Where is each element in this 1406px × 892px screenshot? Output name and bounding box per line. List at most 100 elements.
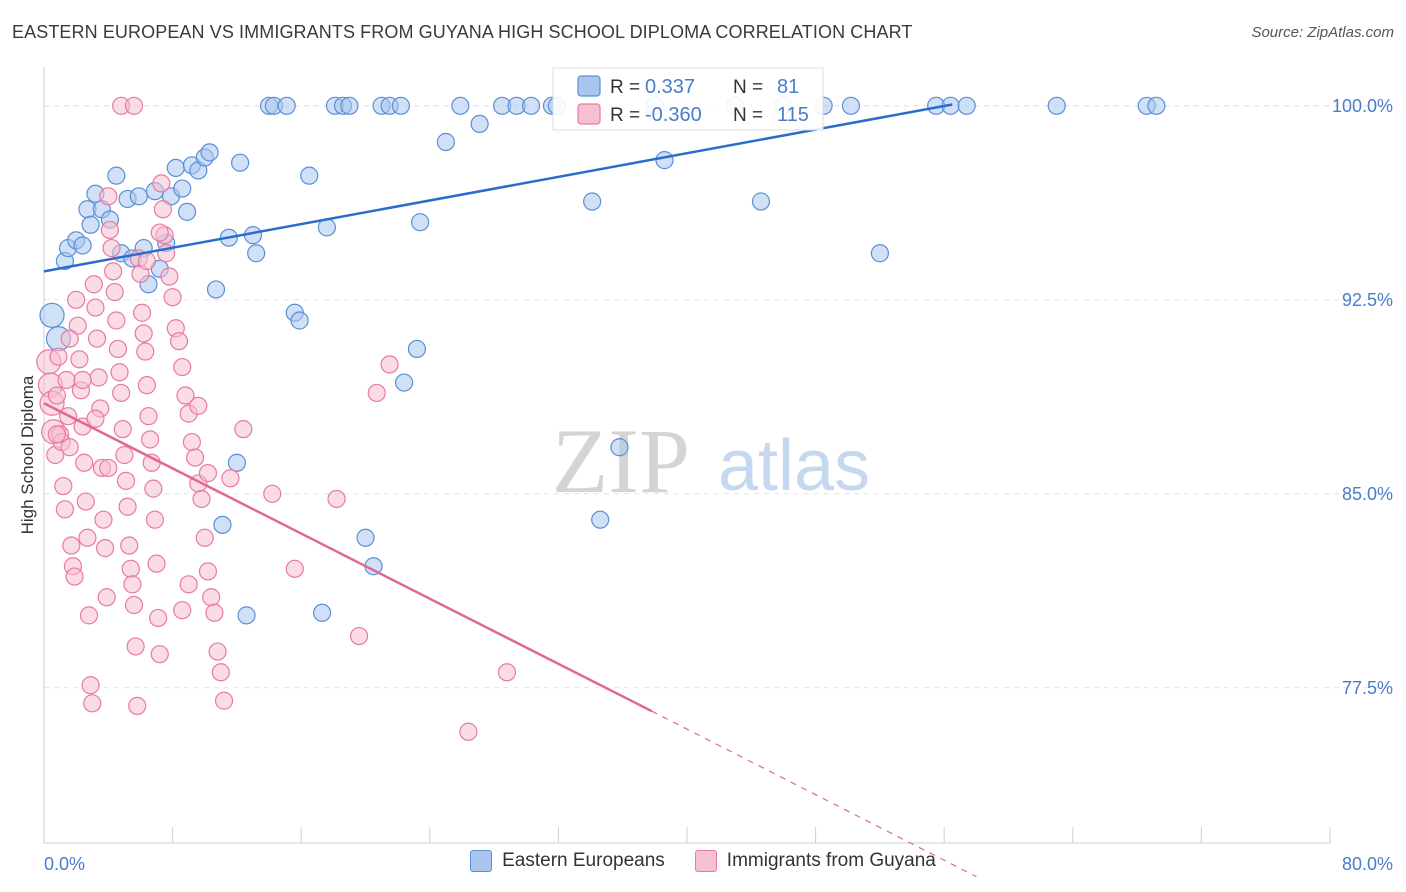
chart-legend: Eastern Europeans Immigrants from Guyana	[0, 850, 1406, 872]
watermark-atlas: atlas	[718, 426, 870, 506]
point-eastern-europeans	[200, 143, 219, 162]
point-eastern-europeans	[312, 603, 332, 622]
point-immigrants-from-guyana	[57, 370, 76, 390]
point-immigrants-from-guyana	[137, 251, 156, 271]
chart-title: EASTERN EUROPEAN VS IMMIGRANTS FROM GUYA…	[12, 22, 913, 42]
point-eastern-europeans	[583, 192, 602, 211]
point-immigrants-from-guyana	[76, 492, 95, 511]
point-immigrants-from-guyana	[182, 432, 201, 452]
legend-box-n-label: N =	[733, 77, 763, 98]
point-immigrants-from-guyana	[55, 500, 74, 519]
point-immigrants-from-guyana	[73, 370, 92, 390]
point-eastern-europeans	[436, 132, 455, 152]
point-eastern-europeans	[394, 373, 414, 392]
trendline-eastern-europeans	[43, 103, 953, 273]
point-immigrants-from-guyana	[104, 262, 123, 281]
point-eastern-europeans	[751, 192, 771, 211]
point-immigrants-from-guyana	[163, 288, 182, 307]
point-immigrants-from-guyana	[179, 575, 198, 594]
point-immigrants-from-guyana	[189, 396, 208, 415]
point-immigrants-from-guyana	[195, 528, 214, 547]
point-eastern-europeans	[129, 187, 148, 206]
point-eastern-europeans	[1147, 96, 1166, 115]
point-immigrants-from-guyana	[94, 510, 113, 529]
point-immigrants-from-guyana	[263, 484, 282, 503]
point-eastern-europeans	[957, 96, 976, 115]
point-eastern-europeans	[247, 244, 266, 263]
point-eastern-europeans	[206, 280, 226, 299]
legend-box-r-value: -0.360	[645, 104, 702, 126]
point-eastern-europeans	[407, 339, 427, 359]
point-immigrants-from-guyana	[65, 567, 84, 586]
point-eastern-europeans	[213, 515, 232, 534]
point-eastern-europeans	[470, 114, 489, 134]
points-layer	[36, 96, 1166, 741]
point-immigrants-from-guyana	[169, 332, 189, 351]
trendline-immigrants-from-guyana-extension	[651, 710, 977, 878]
point-immigrants-from-guyana	[214, 691, 234, 710]
point-eastern-europeans	[841, 96, 861, 115]
point-eastern-europeans	[655, 151, 674, 170]
point-immigrants-from-guyana	[118, 497, 137, 516]
legend-swatch-pink	[694, 850, 717, 872]
legend-box-n-value: 115	[777, 104, 809, 126]
point-immigrants-from-guyana	[87, 329, 107, 348]
y-tick-label: 92.5%	[1342, 290, 1393, 310]
watermark-zip: ZIP	[552, 410, 690, 512]
point-eastern-europeans	[290, 311, 309, 330]
legend-item-eastern-europeans: Eastern Europeans	[470, 850, 665, 872]
point-immigrants-from-guyana	[113, 420, 132, 439]
point-immigrants-from-guyana	[102, 238, 121, 258]
point-eastern-europeans	[277, 96, 296, 115]
point-immigrants-from-guyana	[81, 676, 100, 695]
point-immigrants-from-guyana	[221, 469, 240, 488]
point-immigrants-from-guyana	[95, 539, 115, 558]
point-immigrants-from-guyana	[367, 383, 386, 403]
point-immigrants-from-guyana	[192, 489, 211, 509]
point-immigrants-from-guyana	[327, 489, 346, 509]
point-immigrants-from-guyana	[97, 588, 116, 607]
point-immigrants-from-guyana	[128, 696, 147, 716]
point-immigrants-from-guyana	[83, 694, 102, 713]
point-immigrants-from-guyana	[121, 559, 140, 578]
point-immigrants-from-guyana	[140, 430, 160, 449]
point-eastern-europeans	[81, 215, 100, 234]
point-immigrants-from-guyana	[115, 445, 134, 465]
legend-label-immigrants-from-guyana: Immigrants from Guyana	[726, 850, 936, 871]
point-immigrants-from-guyana	[100, 220, 120, 240]
point-immigrants-from-guyana	[134, 324, 153, 343]
point-immigrants-from-guyana	[108, 339, 128, 359]
point-immigrants-from-guyana	[84, 275, 103, 294]
grid-layer	[44, 105, 1394, 689]
point-immigrants-from-guyana	[110, 363, 129, 382]
y-tick-label: 77.5%	[1342, 678, 1393, 698]
point-immigrants-from-guyana	[123, 575, 142, 594]
point-eastern-europeans	[39, 302, 65, 328]
point-immigrants-from-guyana	[78, 528, 97, 547]
legend-label-eastern-europeans: Eastern Europeans	[502, 850, 665, 871]
point-eastern-europeans	[73, 236, 92, 255]
point-immigrants-from-guyana	[147, 554, 166, 573]
point-eastern-europeans	[391, 96, 410, 115]
x-tick-label-max: 80.0%	[1342, 854, 1393, 874]
legend-swatch-blue	[470, 850, 493, 872]
legend-box-swatch-pink	[577, 103, 601, 125]
chart-source: Source: ZipAtlas.com	[1251, 24, 1394, 41]
point-eastern-europeans	[300, 166, 319, 185]
point-eastern-europeans	[231, 153, 250, 172]
axis-layer: 77.5% 85.0% 92.5% 100.0% 0.0% 80.0%	[43, 67, 1393, 874]
point-immigrants-from-guyana	[86, 298, 105, 317]
point-immigrants-from-guyana	[126, 637, 145, 656]
point-eastern-europeans	[591, 510, 610, 529]
point-eastern-europeans	[521, 96, 541, 115]
point-immigrants-from-guyana	[176, 386, 195, 405]
point-immigrants-from-guyana	[60, 438, 79, 457]
point-immigrants-from-guyana	[99, 458, 118, 478]
point-immigrants-from-guyana	[105, 282, 124, 302]
point-immigrants-from-guyana	[124, 96, 144, 115]
legend-item-immigrants-from-guyana: Immigrants from Guyana	[694, 850, 936, 872]
point-immigrants-from-guyana	[47, 425, 66, 444]
point-eastern-europeans	[340, 96, 359, 115]
point-immigrants-from-guyana	[160, 267, 179, 286]
